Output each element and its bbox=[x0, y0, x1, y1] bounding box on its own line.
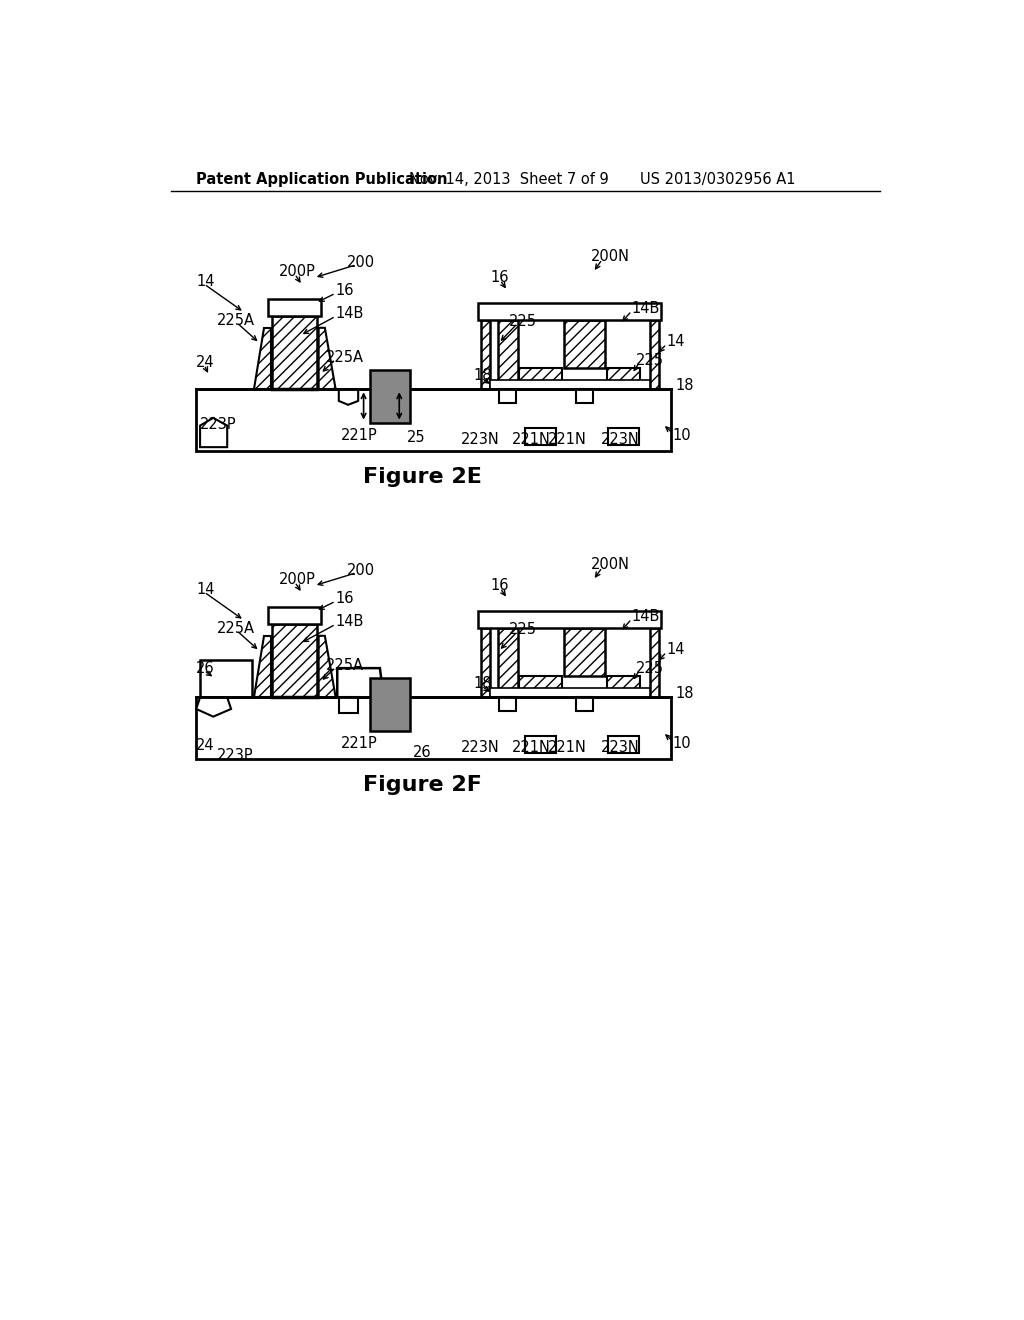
Text: 223N: 223N bbox=[461, 432, 500, 447]
Text: Figure 2F: Figure 2F bbox=[364, 775, 482, 795]
Text: 16: 16 bbox=[490, 271, 509, 285]
Bar bbox=[563, 321, 605, 368]
Bar bbox=[339, 697, 358, 713]
Text: 26: 26 bbox=[414, 746, 432, 760]
Polygon shape bbox=[200, 418, 227, 447]
Polygon shape bbox=[339, 389, 358, 405]
Text: 10: 10 bbox=[673, 737, 691, 751]
Text: 225: 225 bbox=[636, 352, 664, 368]
Bar bbox=[607, 428, 639, 445]
Bar bbox=[370, 370, 410, 422]
Polygon shape bbox=[318, 327, 336, 389]
Text: 225: 225 bbox=[509, 622, 538, 638]
Text: 221P: 221P bbox=[341, 737, 378, 751]
Text: 200: 200 bbox=[347, 562, 376, 578]
Text: 200P: 200P bbox=[280, 572, 316, 587]
Text: 221N: 221N bbox=[548, 432, 587, 447]
Polygon shape bbox=[200, 660, 252, 697]
Text: 14B: 14B bbox=[632, 301, 660, 315]
Text: 221P: 221P bbox=[341, 428, 378, 444]
Bar bbox=[500, 697, 516, 711]
Text: 200N: 200N bbox=[591, 557, 630, 573]
Bar bbox=[575, 697, 593, 711]
Text: 200N: 200N bbox=[591, 249, 630, 264]
Text: 14: 14 bbox=[667, 642, 685, 657]
Text: 225: 225 bbox=[509, 314, 538, 329]
Bar bbox=[489, 688, 649, 697]
Text: 24: 24 bbox=[197, 355, 215, 370]
Text: 200: 200 bbox=[347, 255, 376, 269]
Bar bbox=[272, 624, 317, 697]
Bar bbox=[478, 304, 662, 321]
Text: 18: 18 bbox=[675, 378, 693, 393]
Polygon shape bbox=[197, 697, 231, 717]
Text: 18: 18 bbox=[474, 368, 493, 383]
Bar bbox=[489, 380, 649, 389]
Bar bbox=[649, 628, 658, 697]
Text: 16: 16 bbox=[490, 578, 509, 593]
Text: 10: 10 bbox=[673, 428, 691, 444]
Text: 225A: 225A bbox=[217, 620, 255, 636]
Text: 24: 24 bbox=[197, 738, 215, 752]
Bar bbox=[268, 607, 321, 624]
Bar bbox=[563, 628, 605, 676]
Bar bbox=[607, 737, 639, 752]
Bar bbox=[524, 737, 556, 752]
Polygon shape bbox=[254, 636, 270, 697]
Bar bbox=[519, 676, 562, 697]
Text: 223N: 223N bbox=[601, 432, 640, 447]
Text: 225A: 225A bbox=[217, 313, 255, 327]
Text: 16: 16 bbox=[336, 591, 354, 606]
Text: Nov. 14, 2013  Sheet 7 of 9: Nov. 14, 2013 Sheet 7 of 9 bbox=[409, 173, 608, 187]
Text: 25: 25 bbox=[407, 429, 426, 445]
Text: 14: 14 bbox=[667, 334, 685, 350]
Bar bbox=[272, 317, 317, 389]
Text: 223P: 223P bbox=[217, 747, 254, 763]
Text: Patent Application Publication: Patent Application Publication bbox=[197, 173, 447, 187]
Text: 223P: 223P bbox=[200, 417, 237, 432]
Bar bbox=[607, 676, 640, 697]
Text: 223N: 223N bbox=[461, 741, 500, 755]
Bar bbox=[197, 697, 671, 759]
Text: 225: 225 bbox=[636, 660, 664, 676]
Bar bbox=[197, 389, 671, 451]
Bar bbox=[478, 611, 662, 628]
Bar bbox=[575, 389, 593, 404]
Text: Figure 2E: Figure 2E bbox=[364, 467, 482, 487]
Bar bbox=[498, 628, 518, 697]
Text: 16: 16 bbox=[336, 284, 354, 298]
Bar bbox=[268, 300, 321, 317]
Text: 223N: 223N bbox=[601, 741, 640, 755]
Text: 221N: 221N bbox=[512, 432, 551, 447]
Bar bbox=[607, 368, 640, 389]
Text: 14B: 14B bbox=[336, 614, 365, 630]
Bar bbox=[519, 368, 562, 389]
Text: 200P: 200P bbox=[280, 264, 316, 279]
Text: 221N: 221N bbox=[548, 741, 587, 755]
Text: 14: 14 bbox=[197, 582, 215, 597]
Bar bbox=[524, 428, 556, 445]
Text: 225A: 225A bbox=[326, 350, 364, 364]
Text: 18: 18 bbox=[675, 686, 693, 701]
Bar bbox=[480, 628, 489, 697]
Bar bbox=[498, 321, 518, 389]
Polygon shape bbox=[254, 327, 270, 389]
Text: 14B: 14B bbox=[336, 306, 365, 322]
Bar bbox=[370, 678, 410, 730]
Text: 225A: 225A bbox=[326, 657, 364, 673]
Text: 14B: 14B bbox=[632, 609, 660, 624]
Bar bbox=[500, 389, 516, 404]
Text: 14: 14 bbox=[197, 275, 215, 289]
Text: 221N: 221N bbox=[512, 741, 551, 755]
Polygon shape bbox=[337, 668, 384, 697]
Text: 26: 26 bbox=[197, 660, 215, 676]
Bar bbox=[480, 321, 489, 389]
Polygon shape bbox=[318, 636, 336, 697]
Bar bbox=[649, 321, 658, 389]
Text: US 2013/0302956 A1: US 2013/0302956 A1 bbox=[640, 173, 795, 187]
Text: 18: 18 bbox=[474, 676, 493, 692]
